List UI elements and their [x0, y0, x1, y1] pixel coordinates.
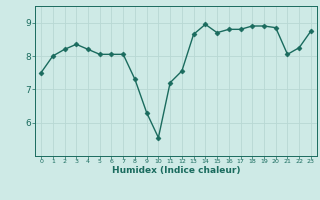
- X-axis label: Humidex (Indice chaleur): Humidex (Indice chaleur): [112, 166, 240, 175]
